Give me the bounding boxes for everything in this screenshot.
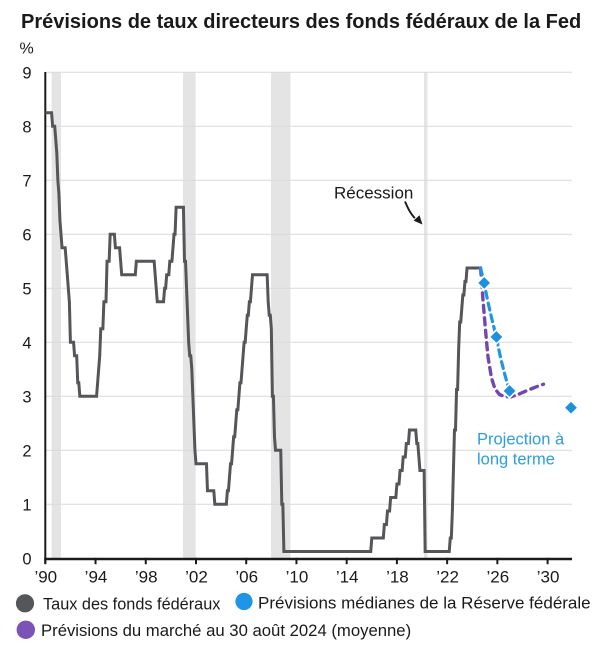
svg-text:’90: ’90 — [34, 568, 57, 587]
svg-text:8: 8 — [22, 118, 31, 136]
svg-text:0: 0 — [22, 550, 31, 568]
svg-text:’98: ’98 — [135, 568, 158, 587]
svg-text:Prévisions de taux directeurs: Prévisions de taux directeurs des fonds … — [21, 11, 581, 33]
svg-text:’18: ’18 — [386, 568, 409, 587]
svg-text:6: 6 — [22, 226, 31, 244]
svg-text:1: 1 — [22, 496, 31, 514]
svg-text:5: 5 — [22, 280, 31, 298]
svg-text:2: 2 — [22, 442, 31, 460]
svg-text:Récession: Récession — [334, 183, 413, 202]
svg-text:’22: ’22 — [436, 568, 459, 587]
svg-text:’94: ’94 — [85, 568, 108, 587]
svg-text:%: % — [20, 41, 34, 58]
svg-text:7: 7 — [22, 172, 31, 190]
svg-text:Taux des fonds fédéraux: Taux des fonds fédéraux — [43, 596, 220, 614]
svg-text:’06: ’06 — [235, 568, 258, 587]
svg-text:’30: ’30 — [537, 568, 560, 587]
svg-text:long terme: long terme — [477, 451, 555, 469]
svg-text:4: 4 — [22, 334, 31, 352]
svg-text:9: 9 — [22, 64, 31, 82]
svg-text:’02: ’02 — [185, 568, 208, 587]
svg-text:’26: ’26 — [487, 568, 510, 587]
svg-text:Prévisions médianes de la Rése: Prévisions médianes de la Réserve fédéra… — [258, 594, 591, 613]
svg-text:3: 3 — [22, 388, 31, 406]
svg-text:’14: ’14 — [336, 568, 359, 587]
svg-text:Projection à: Projection à — [477, 431, 565, 449]
svg-text:Prévisions du marché au 30 aoû: Prévisions du marché au 30 août 2024 (mo… — [41, 621, 411, 640]
svg-text:’10: ’10 — [286, 568, 309, 587]
